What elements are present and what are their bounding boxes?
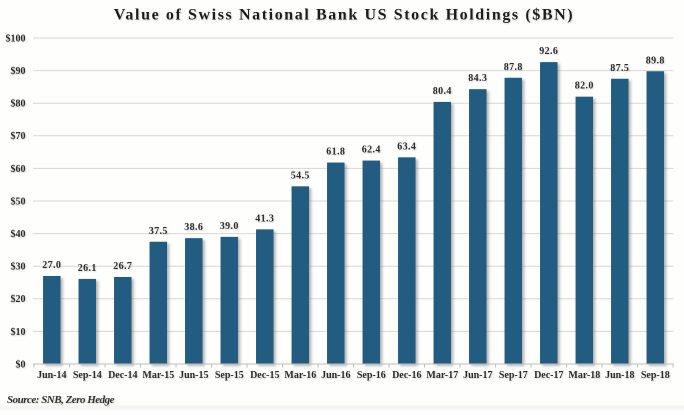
svg-text:Sep-16: Sep-16 [357,370,386,381]
svg-text:Value of Swiss National Bank U: Value of Swiss National Bank US Stock Ho… [114,7,574,24]
svg-text:Dec-15: Dec-15 [250,370,279,381]
svg-text:$10: $10 [11,327,26,338]
svg-text:Source: SNB, Zero Hedge: Source: SNB, Zero Hedge [7,394,115,406]
svg-text:$0: $0 [16,359,26,370]
svg-text:62.4: 62.4 [362,145,381,156]
svg-text:63.4: 63.4 [397,141,416,152]
svg-text:$60: $60 [11,164,26,175]
svg-text:26.7: 26.7 [113,261,132,272]
svg-text:$90: $90 [11,66,26,77]
svg-text:$100: $100 [6,33,26,44]
svg-text:Jun-18: Jun-18 [605,370,634,381]
svg-text:Jun-17: Jun-17 [463,370,492,381]
svg-text:84.3: 84.3 [468,73,487,84]
svg-text:Mar-17: Mar-17 [426,370,458,381]
svg-text:Jun-16: Jun-16 [321,370,350,381]
svg-text:Jun-15: Jun-15 [179,370,208,381]
svg-text:Dec-16: Dec-16 [392,370,421,381]
svg-text:87.8: 87.8 [504,62,523,73]
svg-text:$30: $30 [11,262,26,273]
svg-text:Sep-18: Sep-18 [641,370,670,381]
svg-text:80.4: 80.4 [433,86,452,97]
svg-text:27.0: 27.0 [42,260,61,271]
svg-text:Dec-14: Dec-14 [108,370,137,381]
svg-text:Sep-14: Sep-14 [73,370,102,381]
svg-text:Sep-17: Sep-17 [499,370,528,381]
svg-text:92.6: 92.6 [539,46,558,57]
svg-text:37.5: 37.5 [149,226,168,237]
svg-text:Jun-14: Jun-14 [37,370,66,381]
svg-text:89.8: 89.8 [646,55,665,66]
svg-text:41.3: 41.3 [255,213,274,224]
svg-text:$20: $20 [11,294,26,305]
svg-text:Mar-15: Mar-15 [142,370,174,381]
svg-text:87.5: 87.5 [610,63,629,74]
svg-text:Dec-17: Dec-17 [534,370,563,381]
svg-text:Sep-15: Sep-15 [215,370,244,381]
svg-text:26.1: 26.1 [78,263,97,274]
svg-text:$80: $80 [11,99,26,110]
svg-text:$70: $70 [11,131,26,142]
svg-text:61.8: 61.8 [326,147,345,158]
svg-text:Mar-16: Mar-16 [284,370,316,381]
svg-text:82.0: 82.0 [575,81,594,92]
svg-text:Mar-18: Mar-18 [568,370,600,381]
svg-text:54.5: 54.5 [291,170,310,181]
svg-text:39.0: 39.0 [220,221,239,232]
svg-text:$40: $40 [11,229,26,240]
svg-text:38.6: 38.6 [184,222,203,233]
svg-text:$50: $50 [11,196,26,207]
